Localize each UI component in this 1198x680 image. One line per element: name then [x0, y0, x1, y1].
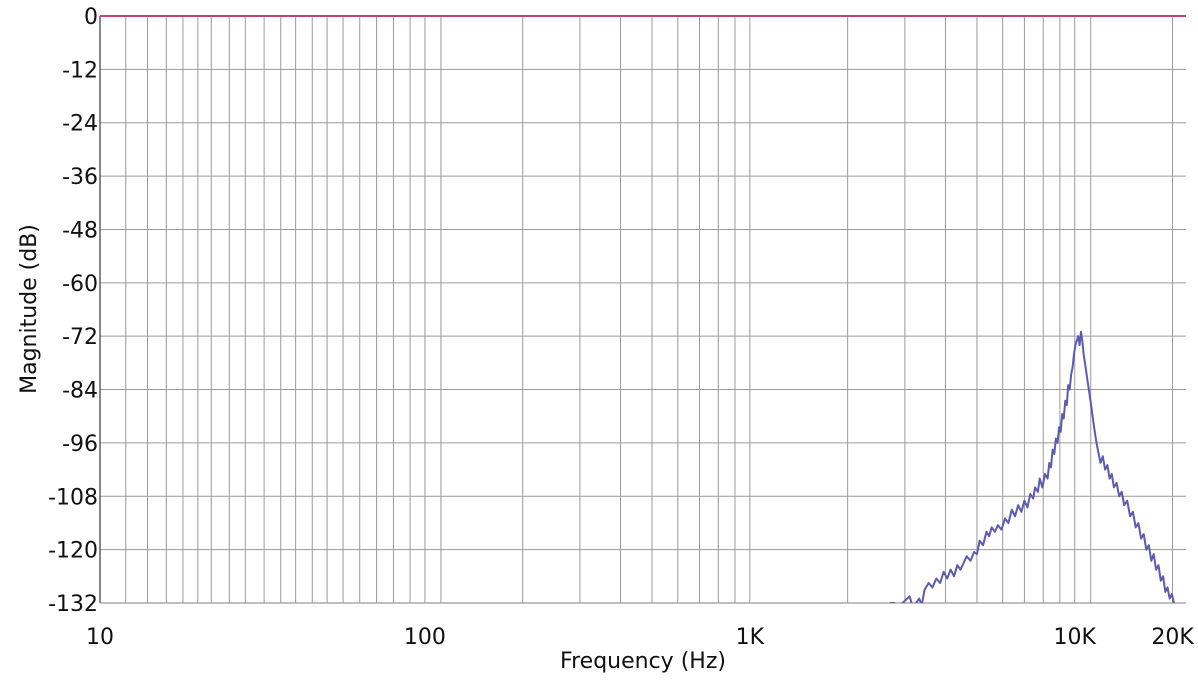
y-tick-label: -24	[62, 112, 98, 137]
y-tick-label: -84	[62, 379, 98, 404]
x-tick-label: 20K	[1151, 625, 1194, 650]
y-axis-label: Magnitude (dB)	[17, 224, 42, 394]
y-tick-label: -96	[62, 432, 98, 457]
y-tick-label: -108	[48, 485, 98, 510]
y-tick-label: -36	[62, 165, 98, 190]
y-tick-label: -12	[62, 58, 98, 83]
y-tick-label: -60	[62, 272, 98, 297]
label-layer: Frequency (Hz) Magnitude (dB) 0 -12 -24 -36…	[17, 5, 1194, 674]
y-tick-label: -120	[48, 539, 98, 564]
x-tick-label: 10K	[1054, 625, 1097, 650]
y-tick-label: 0	[84, 5, 98, 30]
series-layer	[100, 15, 1186, 603]
y-tick-label: -72	[62, 325, 98, 350]
y-tick-label: -132	[48, 592, 98, 617]
grid-layer	[100, 15, 1186, 604]
y-tick-label: -48	[62, 218, 98, 243]
series-line	[890, 330, 1175, 603]
x-axis-label: Frequency (Hz)	[560, 649, 726, 674]
x-tick-label: 10	[86, 625, 114, 650]
x-tick-label: 100	[404, 625, 446, 650]
axis-layer	[99, 16, 1186, 604]
x-tick-label: 1K	[736, 625, 765, 650]
